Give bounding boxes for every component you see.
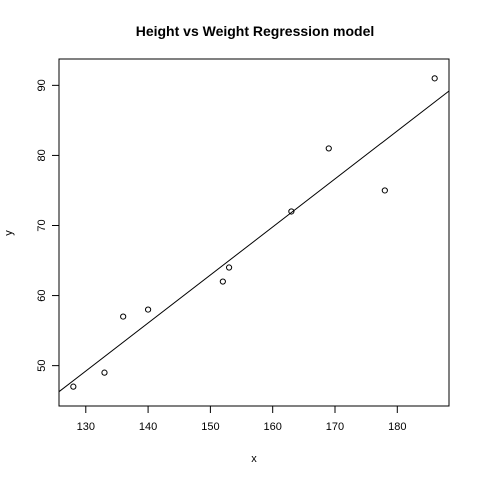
- y-tick-label: 70: [36, 219, 48, 231]
- y-tick-label: 60: [36, 289, 48, 301]
- data-point: [288, 208, 295, 215]
- regression-line: [58, 90, 450, 393]
- x-axis: 130 140 150 160 170 180: [77, 406, 406, 433]
- data-point: [381, 187, 388, 194]
- x-tick-label: 160: [264, 421, 282, 433]
- x-tick-label: 130: [77, 421, 95, 433]
- x-tick-label: 180: [388, 421, 406, 433]
- y-tick-label: 80: [36, 149, 48, 161]
- y-tick-label: 50: [36, 360, 48, 372]
- regression-line-layer: [58, 90, 450, 393]
- y-axis: 50 60 70 80 90: [36, 79, 59, 372]
- y-tick-label: 90: [36, 79, 48, 91]
- data-points: [70, 75, 438, 390]
- x-tick-label: 150: [201, 421, 219, 433]
- x-tick-label: 140: [139, 421, 157, 433]
- data-point: [70, 383, 77, 390]
- y-axis-label: y: [3, 230, 15, 236]
- data-point: [120, 313, 127, 320]
- data-point: [431, 75, 438, 82]
- chart-title: Height vs Weight Regression model: [136, 23, 375, 39]
- data-point: [219, 278, 226, 285]
- plot-frame: [58, 58, 450, 407]
- data-point: [325, 145, 332, 152]
- x-tick-label: 170: [326, 421, 344, 433]
- x-axis-label: x: [251, 453, 257, 465]
- data-point: [225, 264, 233, 271]
- data-point: [144, 306, 152, 313]
- data-point: [101, 369, 108, 376]
